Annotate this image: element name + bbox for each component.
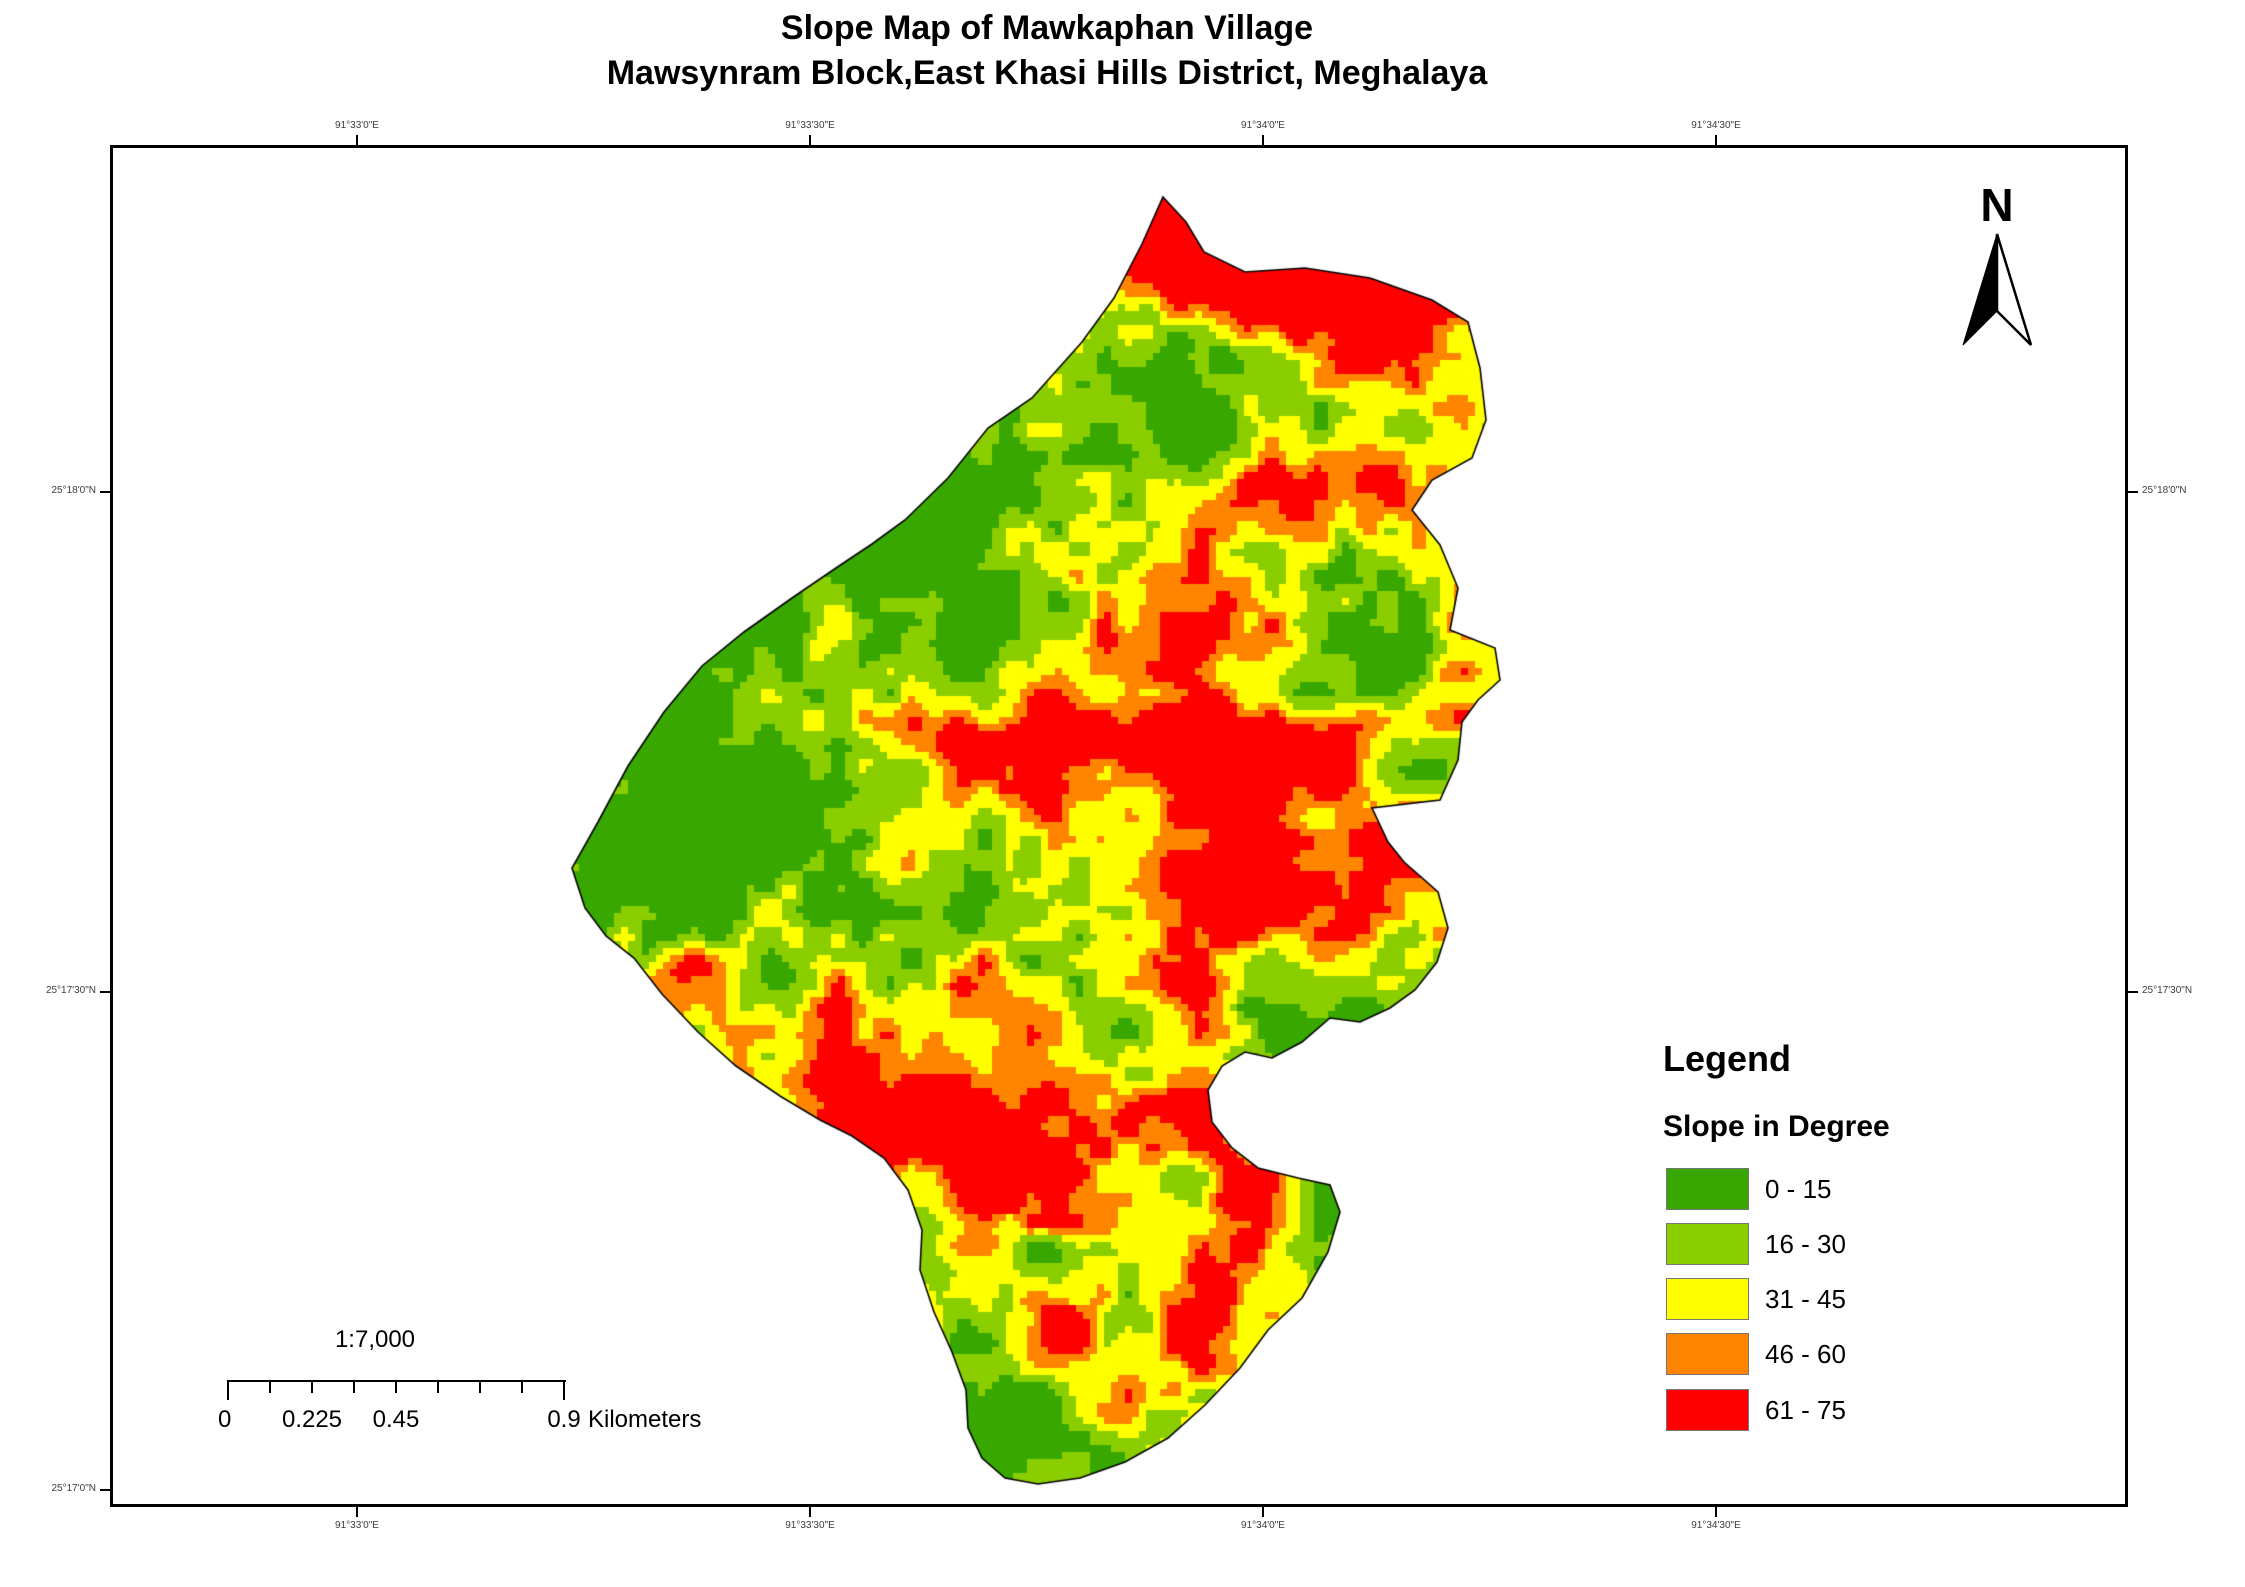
- scalebar-tick: [395, 1380, 397, 1393]
- scalebar-tick: [353, 1380, 355, 1393]
- graticule-tick: [1715, 1507, 1717, 1517]
- graticule-label-right-2: 25°17'30"N: [2142, 985, 2193, 996]
- page-title: Slope Map of Mawkaphan Village Mawsynram…: [0, 6, 2094, 96]
- legend-label: 46 - 60: [1765, 1339, 1846, 1369]
- graticule-label-bottom-4: 91°34'30"E: [1691, 1520, 1741, 1531]
- scalebar-label-09: 0.9: [547, 1406, 581, 1433]
- legend-label: 61 - 75: [1765, 1395, 1846, 1425]
- scalebar-unit: Kilometers: [588, 1406, 702, 1433]
- graticule-label-right-1: 25°18'0"N: [2142, 485, 2187, 496]
- scalebar-tick: [311, 1380, 313, 1393]
- scalebar-label-045: 0.45: [372, 1406, 420, 1433]
- graticule-label-top-3: 91°34'0"E: [1241, 120, 1285, 131]
- title-line-2: Mawsynram Block,East Khasi Hills Distric…: [606, 54, 1488, 92]
- scalebar: [228, 1380, 566, 1382]
- legend-swatch-46-60: [1666, 1333, 1749, 1375]
- graticule-tick: [809, 135, 811, 145]
- graticule-label-left-1: 25°18'0"N: [51, 485, 97, 496]
- scalebar-tick: [437, 1380, 439, 1393]
- north-arrow-icon: [1962, 233, 2033, 346]
- north-arrow-label: N: [1980, 179, 2014, 231]
- scale-ratio: 1:7,000: [334, 1326, 416, 1353]
- graticule-tick: [2128, 491, 2138, 493]
- graticule-tick: [356, 135, 358, 145]
- graticule-tick: [1262, 1507, 1264, 1517]
- title-line-1: Slope Map of Mawkaphan Village: [780, 9, 1314, 47]
- graticule-label-left-2: 25°17'30"N: [45, 985, 96, 996]
- graticule-tick: [1715, 135, 1717, 145]
- legend-swatch-0-15: [1666, 1168, 1749, 1210]
- graticule-label-bottom-1: 91°33'0"E: [335, 1520, 379, 1531]
- graticule-label-top-4: 91°34'30"E: [1691, 120, 1741, 131]
- slope-raster-map: [565, 185, 1515, 1495]
- legend-label: 31 - 45: [1765, 1284, 1846, 1314]
- graticule-tick: [809, 1507, 811, 1517]
- scalebar-tick: [227, 1380, 229, 1400]
- graticule-tick: [100, 1489, 110, 1491]
- graticule-label-left-3: 25°17'0"N: [51, 1483, 97, 1494]
- graticule-tick: [100, 491, 110, 493]
- graticule-tick: [1262, 135, 1264, 145]
- legend-subheading: Slope in Degree: [1663, 1110, 1890, 1143]
- legend-heading: Legend: [1663, 1038, 1792, 1079]
- legend-swatch-61-75: [1666, 1389, 1749, 1431]
- graticule-tick: [356, 1507, 358, 1517]
- legend-label: 0 - 15: [1765, 1174, 1832, 1204]
- legend-swatch-16-30: [1666, 1223, 1749, 1265]
- scalebar-tick: [269, 1380, 271, 1393]
- graticule-label-top-1: 91°33'0"E: [335, 120, 379, 131]
- legend-swatch-31-45: [1666, 1278, 1749, 1320]
- scalebar-label-0225: 0.225: [281, 1406, 343, 1433]
- graticule-label-top-2: 91°33'30"E: [785, 120, 835, 131]
- graticule-tick: [100, 991, 110, 993]
- graticule-label-bottom-2: 91°33'30"E: [785, 1520, 835, 1531]
- scalebar-tick: [479, 1380, 481, 1393]
- graticule-label-bottom-3: 91°34'0"E: [1241, 1520, 1285, 1531]
- graticule-tick: [2128, 991, 2138, 993]
- scalebar-label-0: 0: [218, 1406, 232, 1433]
- legend-label: 16 - 30: [1765, 1229, 1846, 1259]
- scalebar-tick: [563, 1380, 565, 1400]
- scalebar-tick: [521, 1380, 523, 1393]
